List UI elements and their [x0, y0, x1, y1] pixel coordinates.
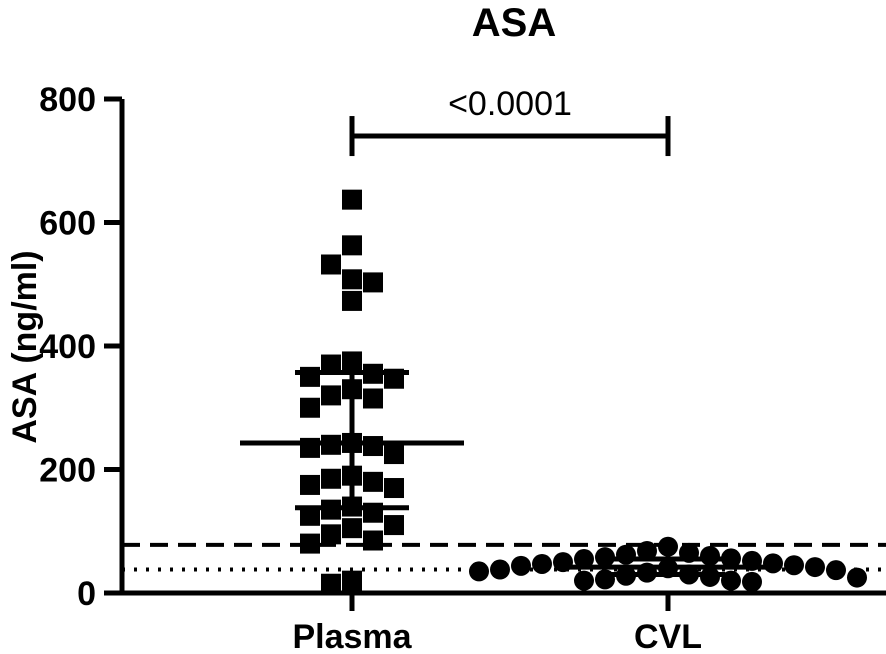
plasma-data-point	[384, 444, 404, 465]
plasma-data-point	[321, 573, 341, 594]
cvl-data-point	[847, 567, 867, 588]
cvl-data-point	[763, 553, 783, 574]
plasma-data-point	[300, 366, 320, 387]
plasma-data-point	[300, 397, 320, 418]
cvl-data-point	[637, 541, 657, 562]
plasma-data-point	[300, 505, 320, 526]
y-tick-label: 0	[77, 575, 96, 613]
plasma-data-point	[300, 533, 320, 554]
axes: 0 200 400 600 800 Plasma CVL	[39, 81, 886, 654]
y-tick-label: 800	[39, 81, 96, 119]
plasma-data-point	[363, 471, 383, 492]
plasma-data-point	[363, 272, 383, 293]
plasma-data-point	[342, 290, 362, 311]
cvl-data-point	[490, 559, 510, 580]
x-tick-label: CVL	[634, 618, 702, 654]
plasma-data-point	[321, 254, 341, 275]
cvl-data-point	[511, 555, 531, 576]
y-tick-label: 200	[39, 452, 96, 490]
plasma-data-point	[321, 524, 341, 545]
data-points	[300, 189, 867, 594]
cvl-data-point	[532, 553, 552, 574]
plasma-data-point	[342, 351, 362, 372]
cvl-data-point	[595, 547, 615, 568]
median-iqr-bars	[240, 370, 780, 577]
plasma-data-point	[342, 235, 362, 256]
plasma-data-point	[363, 388, 383, 409]
cvl-data-point	[469, 561, 489, 582]
cvl-data-point	[826, 560, 846, 581]
chart-title: ASA	[472, 1, 556, 45]
cvl-data-point	[721, 548, 741, 569]
x-tick-label: Plasma	[292, 618, 412, 654]
plasma-data-point	[321, 354, 341, 375]
cvl-data-point	[805, 557, 825, 578]
significance-bracket: <0.0001	[349, 85, 671, 157]
plasma-data-point	[300, 474, 320, 495]
cvl-data-point	[700, 545, 720, 566]
y-tick-label: 600	[39, 205, 96, 243]
cvl-data-point	[658, 536, 678, 557]
cvl-data-point	[784, 555, 804, 576]
plasma-data-point	[363, 436, 383, 457]
cvl-data-point	[721, 570, 741, 591]
cvl-data-point	[742, 571, 762, 592]
cvl-data-point	[574, 549, 594, 570]
plasma-data-point	[342, 570, 362, 591]
plasma-data-point	[363, 530, 383, 551]
cvl-data-point	[574, 570, 594, 591]
plasma-data-point	[384, 478, 404, 499]
plasma-data-point	[384, 515, 404, 536]
plasma-data-point	[342, 269, 362, 290]
y-tick-label: 400	[39, 328, 96, 366]
p-value-label: <0.0001	[448, 85, 572, 123]
plasma-data-point	[321, 385, 341, 406]
cvl-data-point	[595, 569, 615, 590]
plasma-data-point	[342, 189, 362, 210]
plasma-data-point	[321, 468, 341, 489]
y-axis-label: ASA (ng/ml)	[6, 250, 44, 443]
cvl-data-point	[616, 544, 636, 565]
plasma-data-point	[342, 518, 362, 539]
